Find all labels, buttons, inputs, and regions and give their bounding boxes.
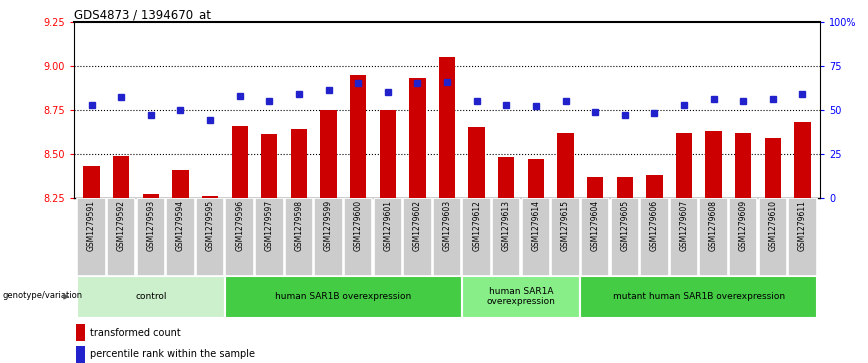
Text: GSM1279597: GSM1279597 — [265, 200, 273, 251]
Text: GSM1279603: GSM1279603 — [443, 200, 451, 251]
FancyBboxPatch shape — [462, 276, 581, 318]
Text: GSM1279592: GSM1279592 — [116, 200, 126, 251]
Bar — [439, 57, 455, 198]
Bar — [76, 324, 85, 341]
FancyBboxPatch shape — [641, 198, 668, 276]
Bar — [232, 126, 247, 198]
Text: GSM1279593: GSM1279593 — [147, 200, 155, 251]
Text: GSM1279598: GSM1279598 — [294, 200, 304, 251]
FancyBboxPatch shape — [581, 276, 818, 318]
FancyBboxPatch shape — [77, 198, 106, 276]
Bar — [498, 157, 515, 198]
Text: GSM1279607: GSM1279607 — [680, 200, 688, 251]
Text: GSM1279613: GSM1279613 — [502, 200, 510, 251]
Text: GSM1279608: GSM1279608 — [709, 200, 718, 251]
Text: human SAR1B overexpression: human SAR1B overexpression — [275, 292, 411, 301]
Text: GSM1279599: GSM1279599 — [324, 200, 333, 251]
FancyBboxPatch shape — [403, 198, 431, 276]
FancyBboxPatch shape — [225, 276, 462, 318]
Bar — [528, 159, 544, 198]
FancyBboxPatch shape — [136, 198, 165, 276]
Bar — [379, 110, 396, 198]
Bar — [350, 75, 366, 198]
Bar — [735, 133, 752, 198]
Bar — [291, 129, 307, 198]
Text: GSM1279594: GSM1279594 — [176, 200, 185, 251]
FancyBboxPatch shape — [433, 198, 461, 276]
Text: genotype/variation: genotype/variation — [3, 291, 82, 301]
Text: GSM1279614: GSM1279614 — [531, 200, 541, 251]
Bar — [557, 133, 574, 198]
FancyBboxPatch shape — [344, 198, 372, 276]
Bar — [469, 127, 485, 198]
FancyBboxPatch shape — [314, 198, 343, 276]
FancyBboxPatch shape — [729, 198, 758, 276]
FancyBboxPatch shape — [492, 198, 521, 276]
FancyBboxPatch shape — [788, 198, 817, 276]
Text: transformed count: transformed count — [90, 327, 181, 338]
FancyBboxPatch shape — [76, 276, 225, 318]
Bar — [616, 177, 633, 198]
Bar — [794, 122, 811, 198]
Bar — [83, 166, 100, 198]
Bar — [202, 196, 218, 198]
FancyBboxPatch shape — [581, 198, 609, 276]
Text: percentile rank within the sample: percentile rank within the sample — [90, 349, 255, 359]
FancyBboxPatch shape — [107, 198, 135, 276]
FancyBboxPatch shape — [255, 198, 284, 276]
Text: GSM1279611: GSM1279611 — [798, 200, 807, 251]
Bar — [320, 110, 337, 198]
FancyBboxPatch shape — [670, 198, 698, 276]
Bar — [113, 156, 129, 198]
Text: GSM1279615: GSM1279615 — [561, 200, 570, 251]
FancyBboxPatch shape — [551, 198, 580, 276]
Text: GSM1279610: GSM1279610 — [768, 200, 778, 251]
Bar — [647, 175, 662, 198]
FancyBboxPatch shape — [522, 198, 550, 276]
Bar — [587, 177, 603, 198]
Bar — [261, 134, 278, 198]
FancyBboxPatch shape — [285, 198, 313, 276]
FancyBboxPatch shape — [759, 198, 787, 276]
Text: GSM1279605: GSM1279605 — [621, 200, 629, 251]
FancyBboxPatch shape — [226, 198, 253, 276]
FancyBboxPatch shape — [610, 198, 639, 276]
Bar — [142, 194, 159, 198]
Bar — [76, 346, 85, 363]
Text: GSM1279601: GSM1279601 — [384, 200, 392, 251]
Text: GSM1279595: GSM1279595 — [206, 200, 214, 251]
Bar — [765, 138, 781, 198]
FancyBboxPatch shape — [196, 198, 224, 276]
Bar — [409, 78, 425, 198]
Bar — [172, 170, 188, 198]
Text: GSM1279596: GSM1279596 — [235, 200, 244, 251]
Text: GDS4873 / 1394670_at: GDS4873 / 1394670_at — [74, 8, 211, 21]
FancyBboxPatch shape — [700, 198, 728, 276]
FancyBboxPatch shape — [463, 198, 491, 276]
Text: GSM1279609: GSM1279609 — [739, 200, 747, 251]
Text: GSM1279602: GSM1279602 — [413, 200, 422, 251]
Bar — [706, 131, 722, 198]
Text: mutant human SAR1B overexpression: mutant human SAR1B overexpression — [613, 292, 785, 301]
Text: GSM1279591: GSM1279591 — [87, 200, 96, 251]
Text: GSM1279606: GSM1279606 — [650, 200, 659, 251]
Text: GSM1279604: GSM1279604 — [590, 200, 600, 251]
FancyBboxPatch shape — [373, 198, 402, 276]
Text: control: control — [135, 292, 167, 301]
Bar — [676, 133, 692, 198]
Text: human SAR1A
overexpression: human SAR1A overexpression — [487, 287, 556, 306]
Text: GSM1279612: GSM1279612 — [472, 200, 481, 251]
Text: GSM1279600: GSM1279600 — [353, 200, 363, 251]
FancyBboxPatch shape — [166, 198, 194, 276]
